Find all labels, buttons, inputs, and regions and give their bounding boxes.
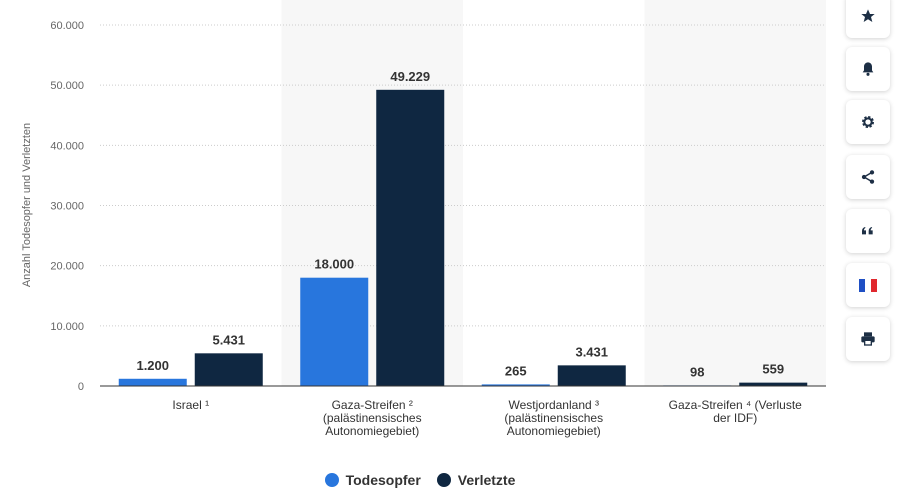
- bar-todesopfer[interactable]: [118, 378, 187, 386]
- legend-label-verletzte: Verletzte: [457, 472, 516, 488]
- bar-todesopfer[interactable]: [300, 277, 369, 386]
- bar-verletzte[interactable]: [557, 365, 626, 386]
- data-label: 49.229: [390, 69, 430, 84]
- bar-verletzte[interactable]: [376, 89, 445, 387]
- data-label: 18.000: [314, 257, 354, 272]
- bar-todesopfer[interactable]: [481, 384, 550, 386]
- y-tick-label: 60.000: [50, 20, 84, 32]
- legend: Todesopfer Verletzte: [0, 472, 840, 488]
- legend-swatch-verletzte: [436, 473, 451, 487]
- data-label: 559: [762, 362, 784, 377]
- legend-swatch-todesopfer: [324, 473, 339, 487]
- share-icon: [861, 170, 875, 184]
- print-button[interactable]: [846, 317, 890, 361]
- gear-icon: [862, 116, 874, 128]
- data-label: 5.431: [212, 332, 245, 347]
- legend-item-verletzte[interactable]: Verletzte: [436, 472, 516, 488]
- category-band: [644, 0, 826, 386]
- print-icon: [861, 332, 875, 346]
- y-tick-label: 10.000: [50, 321, 84, 333]
- settings-button[interactable]: [846, 100, 890, 144]
- x-category-label: Gaza-Streifen ⁴ (Verluste der IDF): [669, 398, 803, 425]
- data-label: 1.200: [136, 358, 169, 373]
- share-button[interactable]: [846, 155, 890, 199]
- data-label: 265: [505, 363, 527, 378]
- legend-label-todesopfer: Todesopfer: [345, 472, 421, 488]
- chart: 0 10.000 20.000 30.000 40.000 50.000 60.000 An…: [21, 0, 826, 438]
- x-category-label: Westjordanland ³ (palästinensisches Autono…: [504, 398, 603, 438]
- data-label: 98: [690, 364, 704, 379]
- y-tick-label: 20.000: [50, 261, 84, 273]
- bar-verletzte[interactable]: [739, 382, 808, 386]
- y-tick-label: 30.000: [50, 201, 84, 213]
- y-tick-label: 50.000: [50, 80, 84, 92]
- y-tick-label: 0: [78, 381, 84, 393]
- x-category-label: Israel ¹: [172, 398, 209, 412]
- data-label: 3.431: [575, 344, 608, 359]
- language-button[interactable]: [846, 263, 890, 307]
- cite-button[interactable]: [846, 209, 890, 253]
- star-icon: [861, 9, 875, 22]
- legend-item-todesopfer[interactable]: Todesopfer: [324, 472, 421, 488]
- quote-icon: [862, 227, 873, 235]
- bell-icon: [862, 62, 874, 76]
- notification-button[interactable]: [846, 47, 890, 91]
- x-category-label: Gaza-Streifen ² (palästinensisches Autonom…: [323, 398, 422, 438]
- y-axis-label: Anzahl Todesopfer und Verletzten: [21, 123, 33, 287]
- y-tick-label: 40.000: [50, 140, 84, 152]
- bar-verletzte[interactable]: [194, 353, 263, 386]
- flag-fr-icon: [859, 278, 877, 292]
- favorite-button[interactable]: [846, 0, 890, 38]
